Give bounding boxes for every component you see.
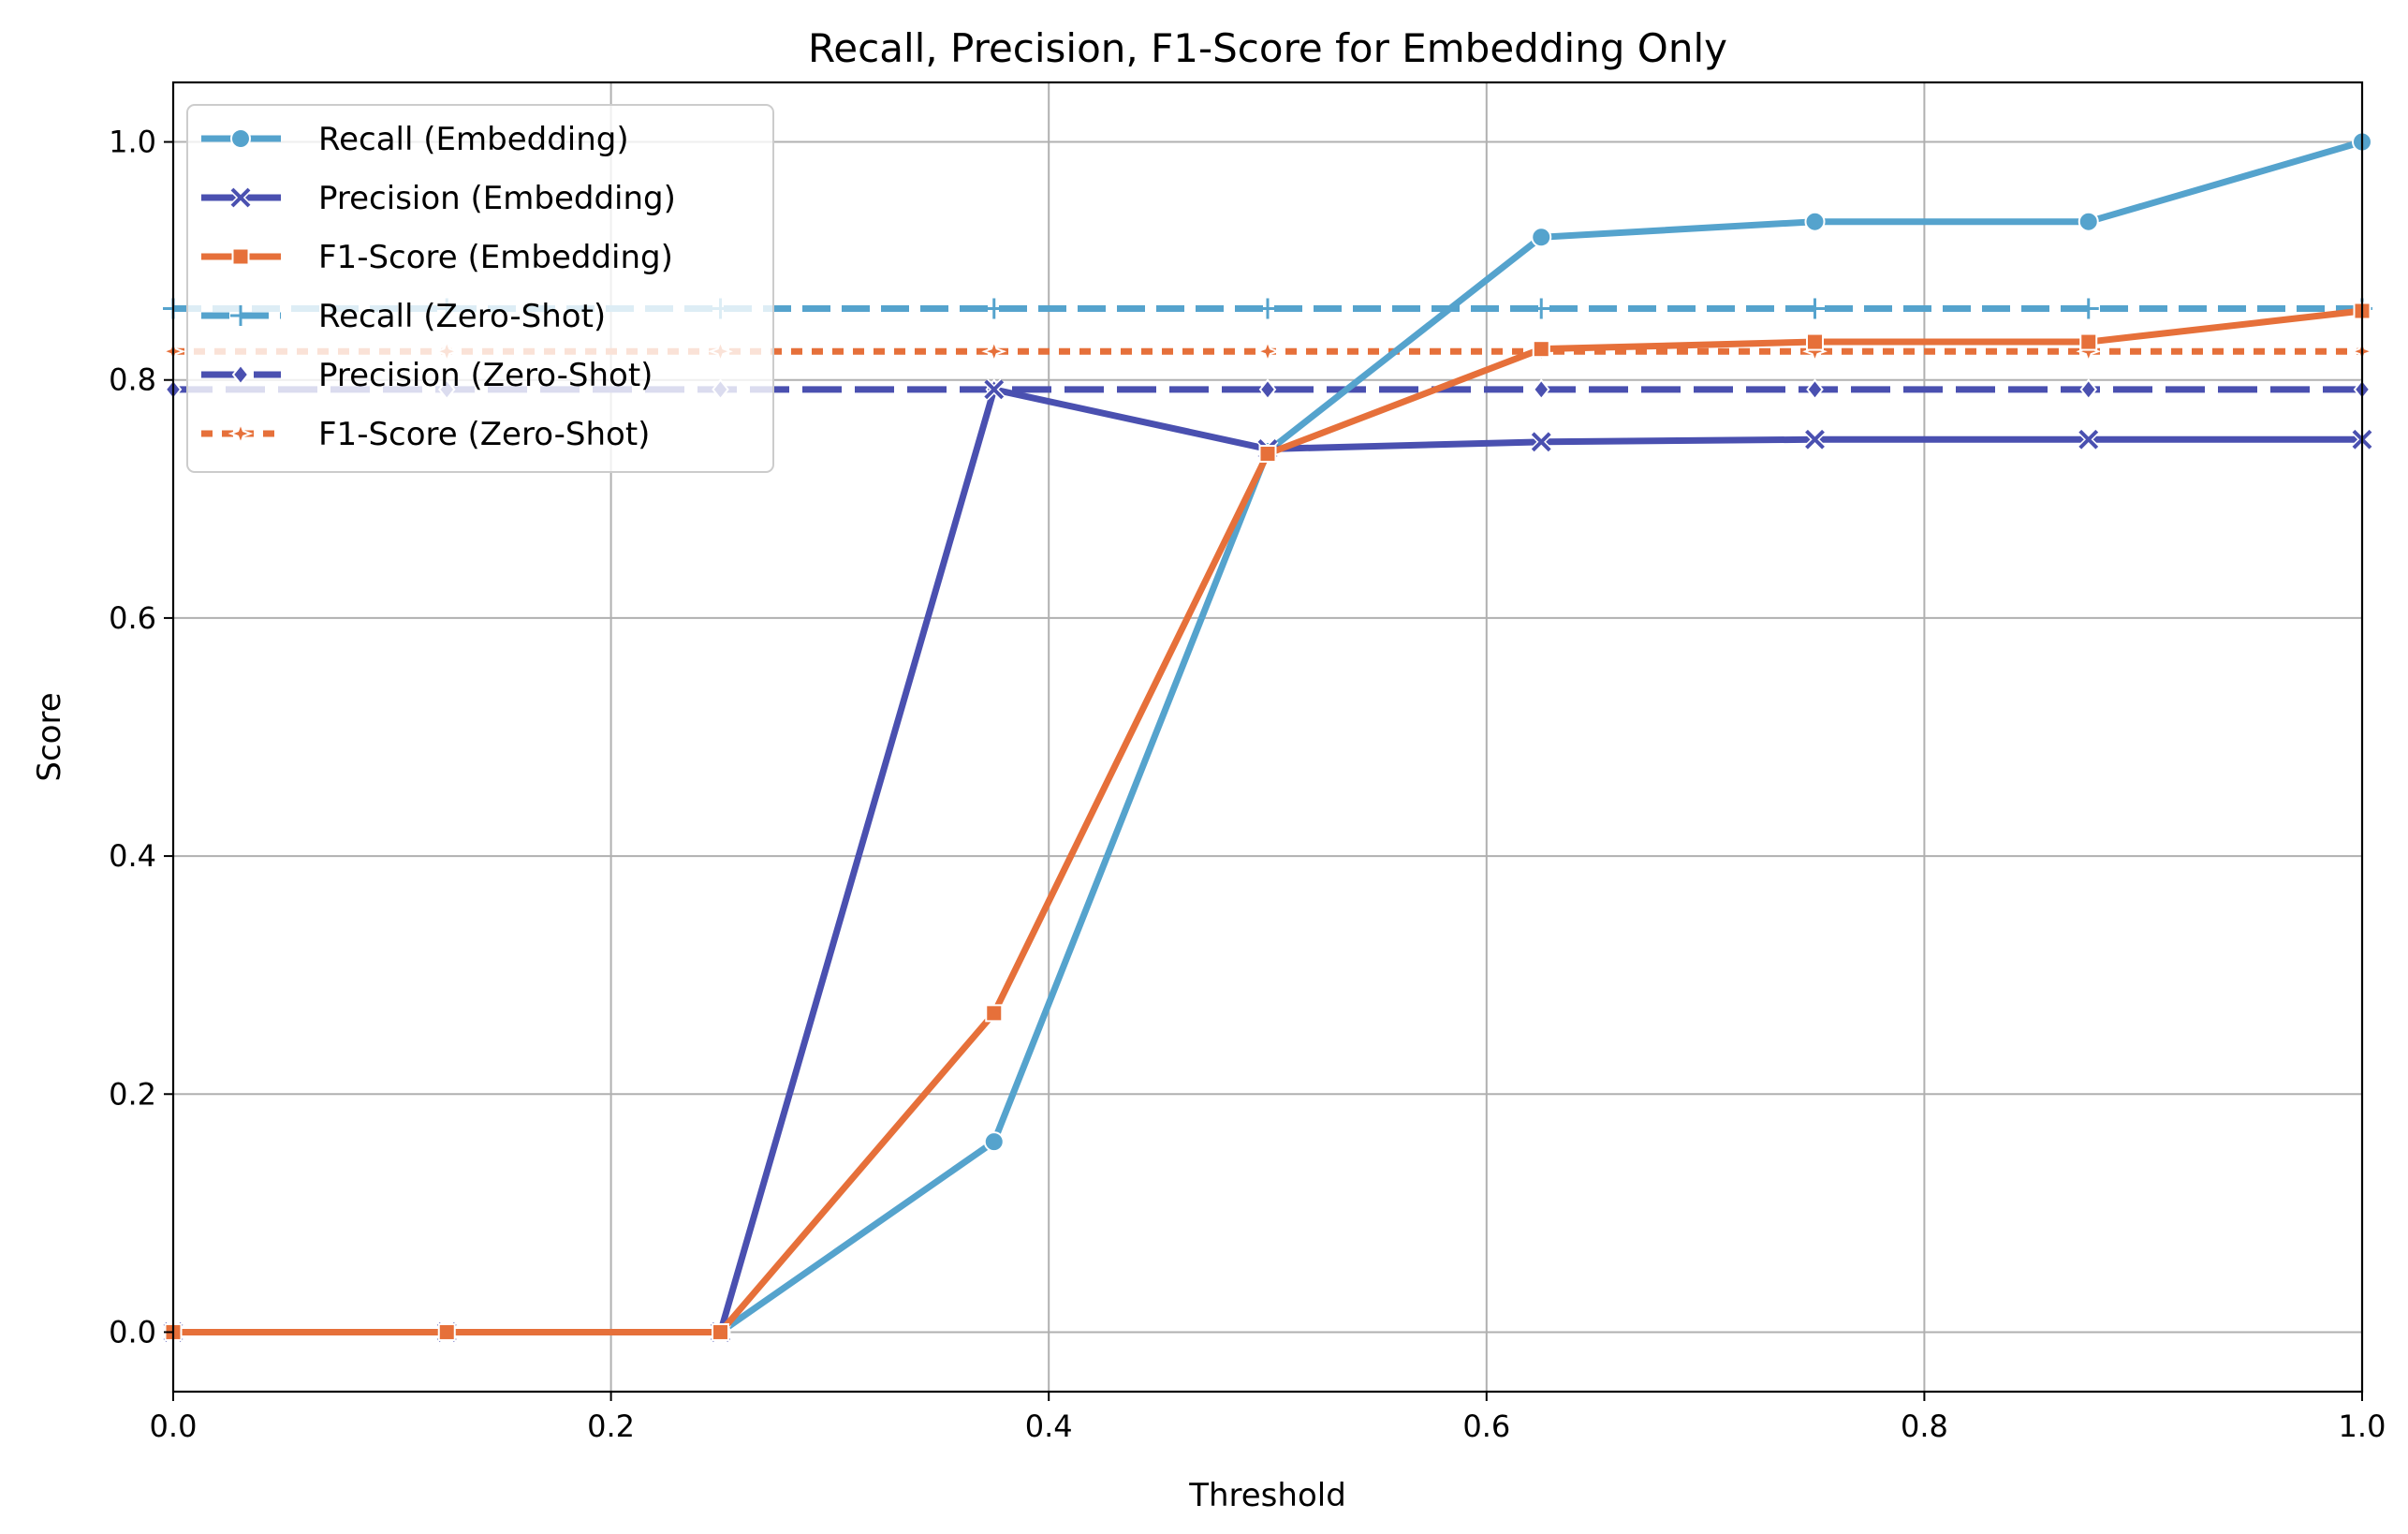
x-axis-label: Threshold xyxy=(1188,1477,1346,1514)
legend-marker xyxy=(230,305,251,326)
marker-shape xyxy=(1804,211,1826,232)
x-tick-label: 0.8 xyxy=(1901,1409,1948,1444)
data-point xyxy=(985,1004,1004,1023)
plot-frame xyxy=(171,81,2364,1394)
data-point xyxy=(1255,338,1281,364)
marker-shape xyxy=(1258,445,1277,464)
legend-label: Recall (Zero-Shot) xyxy=(318,298,606,335)
marker-shape xyxy=(231,363,250,386)
data-point xyxy=(437,1322,456,1341)
marker-shape xyxy=(1531,227,1552,248)
y-axis-label: Score xyxy=(31,692,68,781)
data-point xyxy=(2079,378,2098,401)
series-group xyxy=(160,131,2375,1343)
marker-shape xyxy=(230,187,251,208)
data-point xyxy=(1531,227,1552,248)
data-point xyxy=(712,1322,729,1341)
legend-marker xyxy=(228,420,254,447)
marker-shape xyxy=(230,128,251,149)
marker-shape xyxy=(2079,378,2098,401)
marker-shape xyxy=(437,1322,456,1341)
legend-item-f1-score-zero-shot: F1-Score (Zero-Shot) xyxy=(201,416,650,453)
legend-item-precision-embedding: Precision (Embedding) xyxy=(201,180,676,217)
legend-marker xyxy=(230,128,251,149)
data-point xyxy=(1806,332,1824,351)
y-tick-label: 0.8 xyxy=(109,362,156,398)
data-point xyxy=(1532,340,1550,359)
data-point xyxy=(1804,211,1826,232)
data-point xyxy=(2079,332,2098,351)
marker-shape xyxy=(712,1322,729,1341)
data-point xyxy=(2078,428,2100,450)
data-point xyxy=(983,1131,1005,1153)
data-point xyxy=(2078,298,2099,319)
data-point xyxy=(1258,445,1277,464)
marker-shape xyxy=(2078,211,2099,232)
legend-item-precision-zero-shot: Precision (Zero-Shot) xyxy=(201,357,653,394)
legend-item-recall-embedding: Recall (Embedding) xyxy=(201,121,629,158)
marker-shape xyxy=(231,247,250,266)
data-point xyxy=(1806,378,1824,401)
marker-shape xyxy=(983,1131,1005,1153)
x-tick-label: 0.6 xyxy=(1462,1409,1510,1444)
marker-shape xyxy=(1258,378,1277,401)
data-point xyxy=(1530,431,1552,453)
legend-marker xyxy=(231,247,250,266)
marker-shape xyxy=(2078,298,2099,319)
data-point xyxy=(983,378,1006,401)
data-point xyxy=(2078,211,2099,232)
x-tick-label: 0.4 xyxy=(1025,1409,1073,1444)
marker-shape xyxy=(228,420,254,447)
marker-shape xyxy=(1531,298,1552,319)
y-tick-label: 0.4 xyxy=(109,838,156,874)
marker-shape xyxy=(1532,340,1550,359)
marker-shape xyxy=(1806,332,1824,351)
x-tick-label: 0.0 xyxy=(150,1409,198,1444)
marker-shape xyxy=(1805,429,1825,450)
data-point xyxy=(1257,298,1278,319)
legend-label: Precision (Embedding) xyxy=(318,180,676,217)
x-tick-label: 0.2 xyxy=(587,1409,635,1444)
marker-shape xyxy=(1804,298,1826,319)
marker-shape xyxy=(984,379,1005,400)
y-tick-label: 0.6 xyxy=(109,600,156,636)
marker-shape xyxy=(1255,338,1281,364)
data-point xyxy=(1258,378,1277,401)
data-point xyxy=(983,298,1005,319)
data-point xyxy=(1531,298,1552,319)
data-point xyxy=(1804,428,1826,450)
marker-shape xyxy=(230,305,251,326)
legend-item-recall-zero-shot: Recall (Zero-Shot) xyxy=(201,298,606,335)
marker-shape xyxy=(981,338,1007,364)
legend-label: F1-Score (Zero-Shot) xyxy=(318,416,650,453)
marker-shape xyxy=(985,1004,1004,1023)
marker-shape xyxy=(1806,378,1824,401)
marker-shape xyxy=(1532,378,1550,401)
legend-item-f1-score-embedding: F1-Score (Embedding) xyxy=(201,239,673,276)
x-tick-label: 1.0 xyxy=(2339,1409,2386,1444)
legend-label: Recall (Embedding) xyxy=(318,121,629,158)
legend-label: Precision (Zero-Shot) xyxy=(318,357,653,394)
data-point xyxy=(1804,298,1826,319)
marker-shape xyxy=(1257,298,1278,319)
marker-shape xyxy=(983,298,1005,319)
y-tick-label: 1.0 xyxy=(109,125,156,160)
data-point xyxy=(981,338,1007,364)
marker-shape xyxy=(2079,332,2098,351)
legend-marker xyxy=(231,363,250,386)
marker-shape xyxy=(2078,429,2099,450)
chart-title: Recall, Precision, F1-Score for Embeddin… xyxy=(808,25,1727,71)
data-point xyxy=(1532,378,1550,401)
marker-shape xyxy=(1531,432,1551,452)
y-tick-label: 0.0 xyxy=(109,1314,156,1350)
legend-label: F1-Score (Embedding) xyxy=(318,239,673,276)
legend-box xyxy=(186,104,774,473)
legend: Recall (Embedding) Precision (Embedding) F… xyxy=(186,104,774,473)
legend-marker xyxy=(229,186,252,209)
axis-ticks: 0.0 0.2 0.4 0.6 0.8 1.0 0.0 0.2 0.4 0.6 0.8 1.0 xyxy=(109,125,2386,1444)
series-f1-score-embedding xyxy=(164,302,2371,1341)
y-tick-label: 0.2 xyxy=(109,1076,156,1112)
